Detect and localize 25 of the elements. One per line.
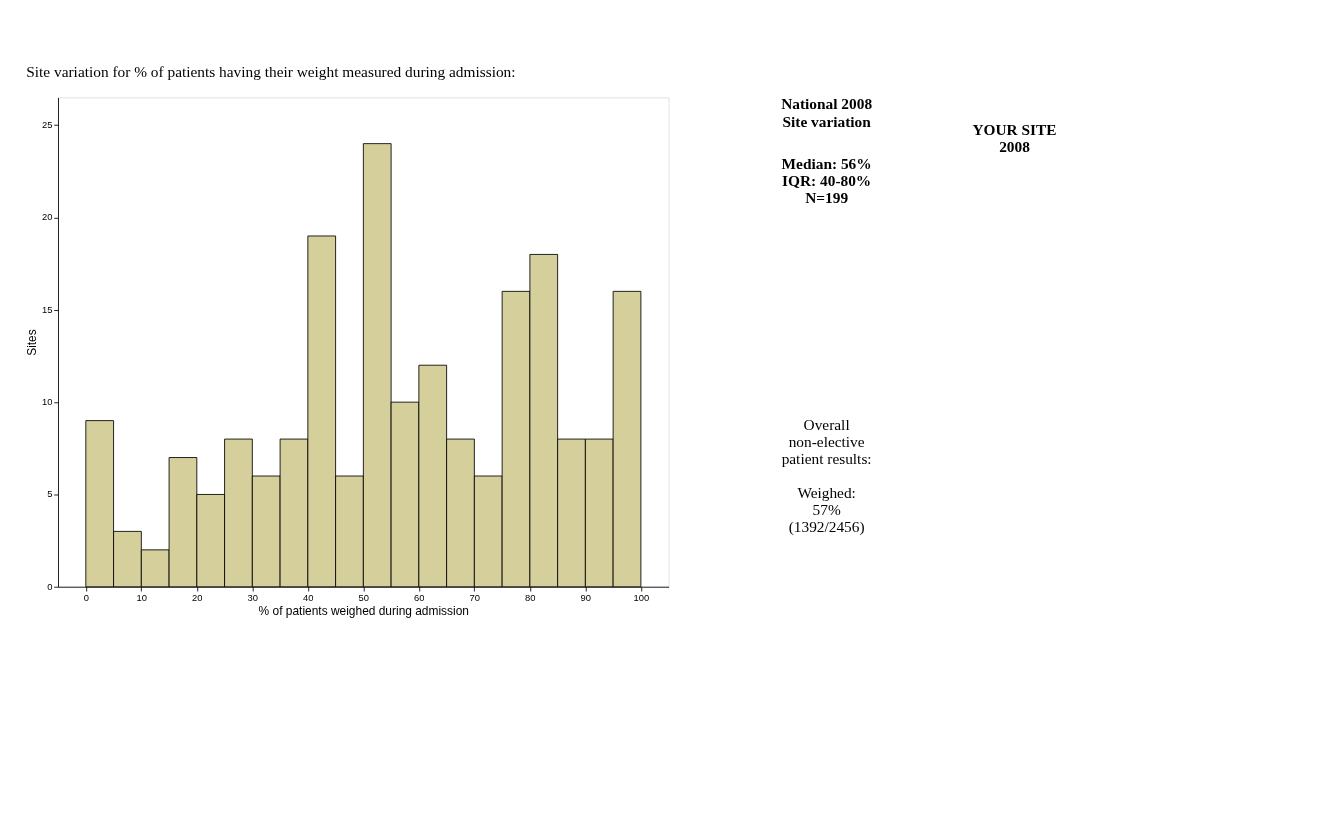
text: Median: 56% IQR: 40-80% N=199 bbox=[781, 155, 872, 207]
x-tick-label: 20 bbox=[192, 591, 203, 603]
y-tick-label: 0 bbox=[47, 580, 53, 592]
y-tick-label: 25 bbox=[42, 119, 53, 131]
text: YOUR SITE 2008 bbox=[972, 121, 1057, 156]
text: Weighed: 57% (1392/2456) bbox=[788, 483, 865, 537]
y-tick-label: 10 bbox=[42, 396, 53, 408]
x-tick-label: 80 bbox=[525, 591, 536, 603]
x-tick-label: 50 bbox=[358, 591, 369, 603]
y-tick-label: 20 bbox=[42, 211, 53, 223]
text: Overall non-elective patient results: bbox=[781, 415, 872, 467]
x-tick-label: 0 bbox=[83, 591, 89, 603]
x-tick-label: 10 bbox=[136, 591, 147, 603]
x-tick-label: 100 bbox=[633, 591, 650, 603]
y-tick-label: 5 bbox=[47, 488, 53, 500]
y-tick-label: 15 bbox=[42, 303, 53, 315]
x-tick-label: 70 bbox=[469, 591, 481, 603]
y-axis-title: Sites bbox=[25, 329, 40, 356]
chart-title: Site variation for % of patients having their weight measured during admission: bbox=[26, 62, 516, 80]
x-tick-label: 90 bbox=[580, 591, 592, 603]
x-axis-title: % of patients weighed during admission bbox=[258, 604, 469, 619]
x-tick-label: 30 bbox=[247, 591, 258, 603]
x-tick-label: 40 bbox=[303, 591, 314, 603]
text: National 2008 Site variation bbox=[781, 95, 873, 130]
x-tick-label: 60 bbox=[414, 591, 425, 603]
